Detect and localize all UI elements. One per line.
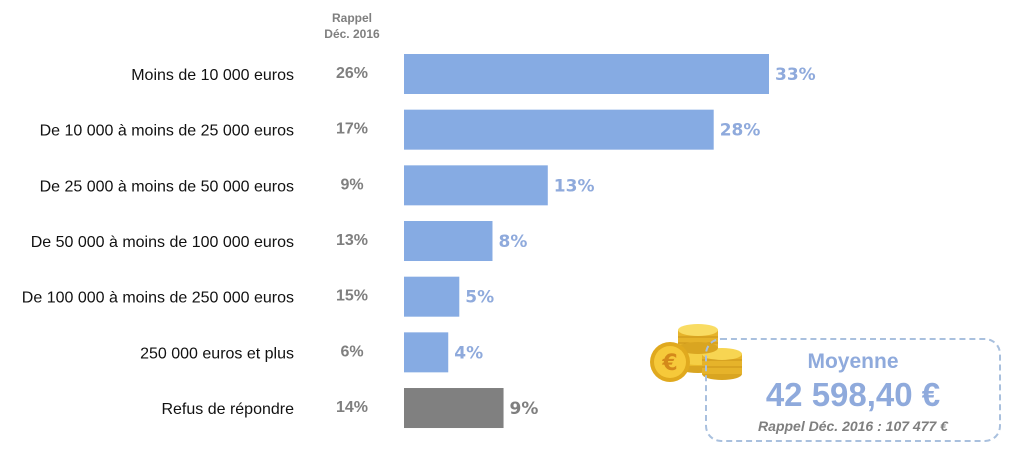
rappel-value: 15% bbox=[336, 288, 368, 305]
bar bbox=[404, 54, 769, 94]
bar-value-label: 13% bbox=[554, 176, 595, 196]
bar-value-label: 28% bbox=[720, 121, 761, 141]
category-label: De 100 000 à moins de 250 000 euros bbox=[22, 290, 294, 307]
rappel-value: 14% bbox=[336, 399, 368, 416]
rappel-value: 26% bbox=[336, 65, 368, 82]
category-label: Refus de répondre bbox=[161, 401, 294, 418]
average-box: Moyenne 42 598,40 € Rappel Déc. 2016 : 1… bbox=[705, 338, 1001, 442]
bar-value-label: 4% bbox=[454, 343, 483, 363]
bar bbox=[404, 276, 460, 317]
rappel-value: 17% bbox=[336, 121, 368, 138]
rappel-header-line1: Rappel bbox=[332, 11, 372, 25]
category-label: De 25 000 à moins de 50 000 euros bbox=[40, 178, 294, 195]
rappel-value: 6% bbox=[340, 343, 363, 360]
average-title: Moyenne bbox=[807, 350, 899, 373]
bar-value-label: 8% bbox=[498, 232, 527, 252]
category-label: De 50 000 à moins de 100 000 euros bbox=[31, 234, 294, 251]
bar bbox=[404, 332, 449, 373]
average-value: 42 598,40 € bbox=[765, 376, 941, 413]
bar bbox=[404, 388, 504, 429]
rappel-header-line2: Déc. 2016 bbox=[324, 27, 380, 41]
bar bbox=[404, 109, 714, 150]
bar bbox=[404, 165, 548, 206]
category-label: Moins de 10 000 euros bbox=[131, 67, 294, 84]
bar-value-label: 9% bbox=[510, 399, 539, 419]
average-rappel: Rappel Déc. 2016 : 107 477 € bbox=[758, 418, 948, 434]
bar-value-label: 5% bbox=[465, 288, 494, 308]
rappel-value: 13% bbox=[336, 232, 368, 249]
category-label: 250 000 euros et plus bbox=[140, 345, 294, 362]
category-label: De 10 000 à moins de 25 000 euros bbox=[40, 123, 294, 140]
bar-value-label: 33% bbox=[775, 65, 816, 85]
euro-symbol: € bbox=[661, 351, 677, 376]
rappel-value: 9% bbox=[340, 176, 363, 193]
bar bbox=[404, 221, 493, 262]
